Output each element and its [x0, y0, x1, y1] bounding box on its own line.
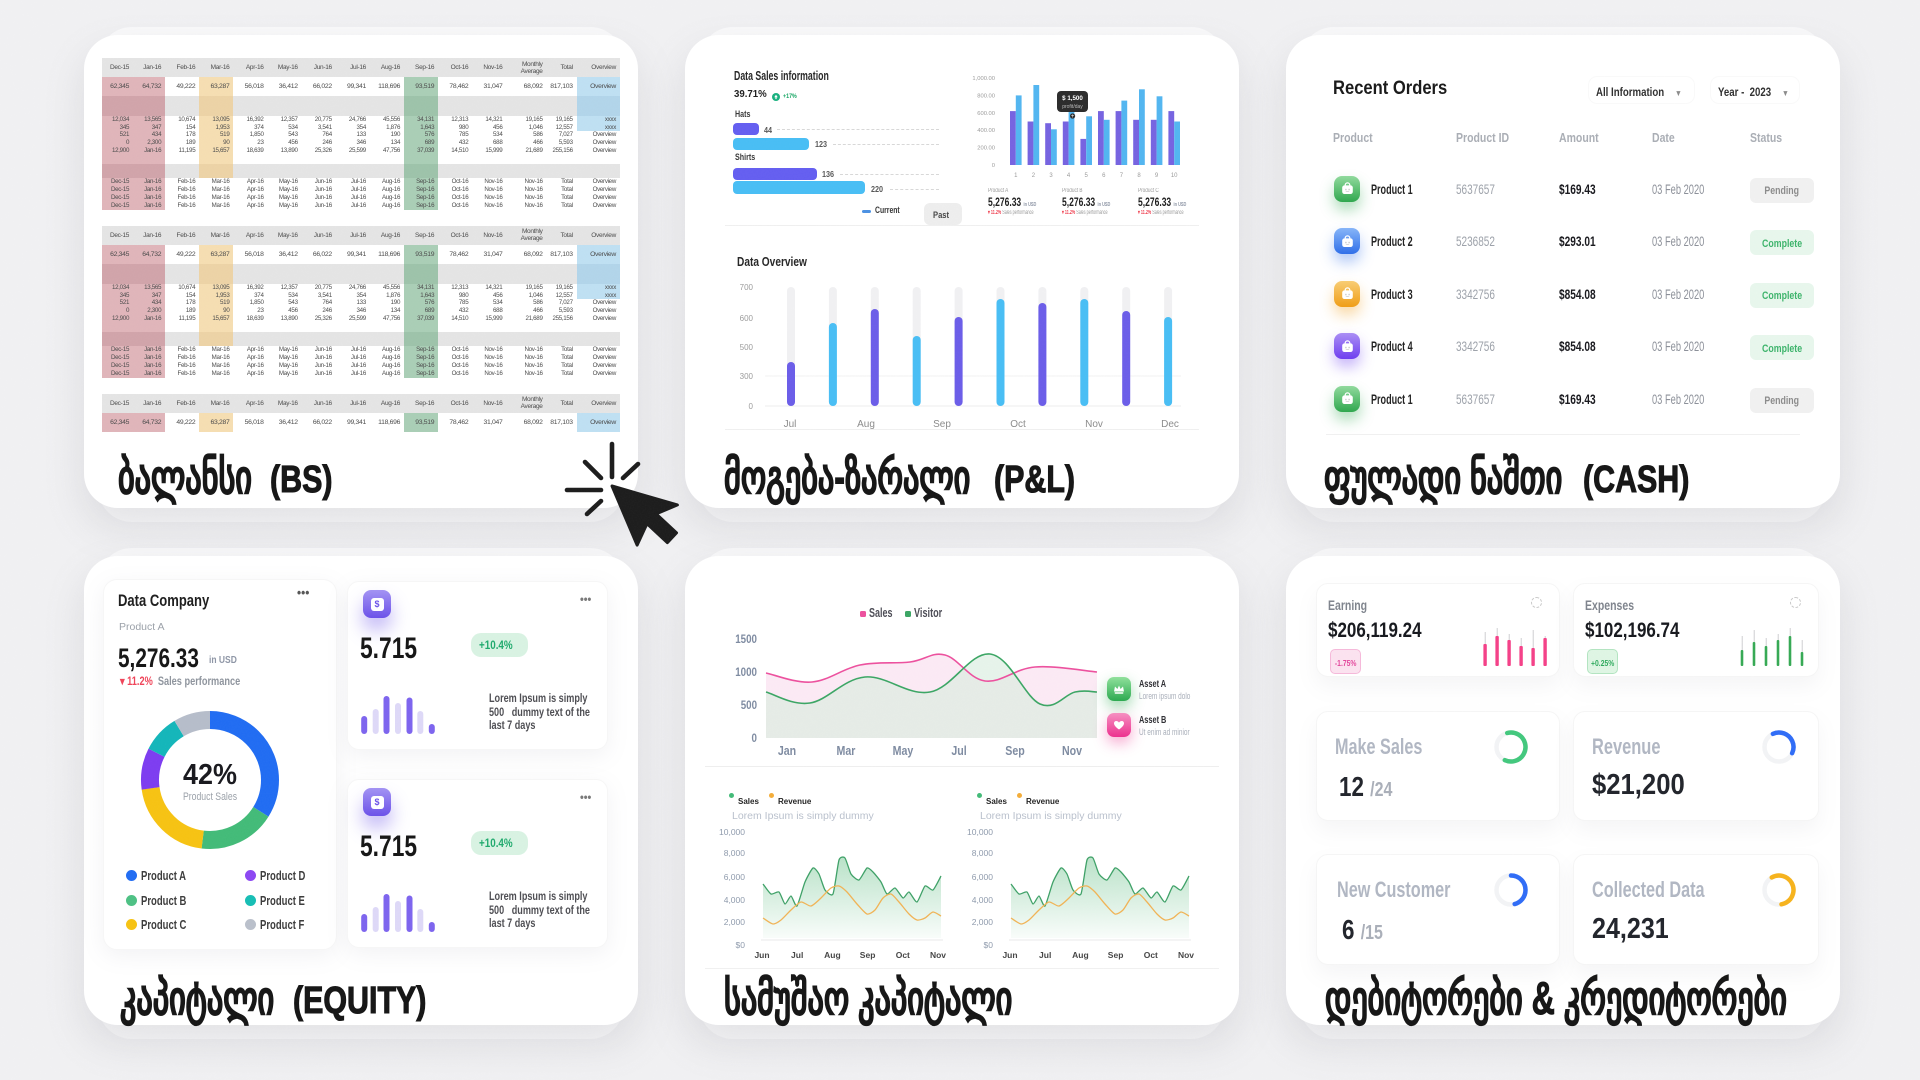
svg-text:8: 8 [1137, 173, 1141, 179]
svg-text:400.00: 400.00 [977, 128, 995, 134]
svg-text:1: 1 [1014, 173, 1018, 179]
svg-text:1,000.00: 1,000.00 [972, 76, 995, 82]
svg-text:+: + [1071, 114, 1075, 120]
svg-text:0: 0 [992, 163, 995, 169]
svg-text:5: 5 [1085, 173, 1089, 179]
svg-text:600: 600 [740, 314, 754, 323]
svg-text:9: 9 [1155, 173, 1159, 179]
svg-text:700: 700 [740, 283, 754, 292]
svg-text:800.00: 800.00 [977, 93, 995, 99]
svg-text:500: 500 [740, 343, 754, 352]
svg-text:10: 10 [1171, 173, 1178, 179]
svg-text:3: 3 [1049, 173, 1053, 179]
svg-text:0: 0 [749, 402, 754, 411]
svg-text:200.00: 200.00 [977, 146, 995, 152]
svg-text:300: 300 [740, 372, 754, 381]
svg-text:600.00: 600.00 [977, 111, 995, 117]
svg-text:profit/day: profit/day [1062, 104, 1083, 110]
svg-text:$ 1,500: $ 1,500 [1062, 95, 1083, 102]
svg-text:2: 2 [1032, 173, 1036, 179]
svg-text:4: 4 [1067, 173, 1071, 179]
svg-text:7: 7 [1120, 173, 1124, 179]
svg-text:6: 6 [1102, 173, 1106, 179]
